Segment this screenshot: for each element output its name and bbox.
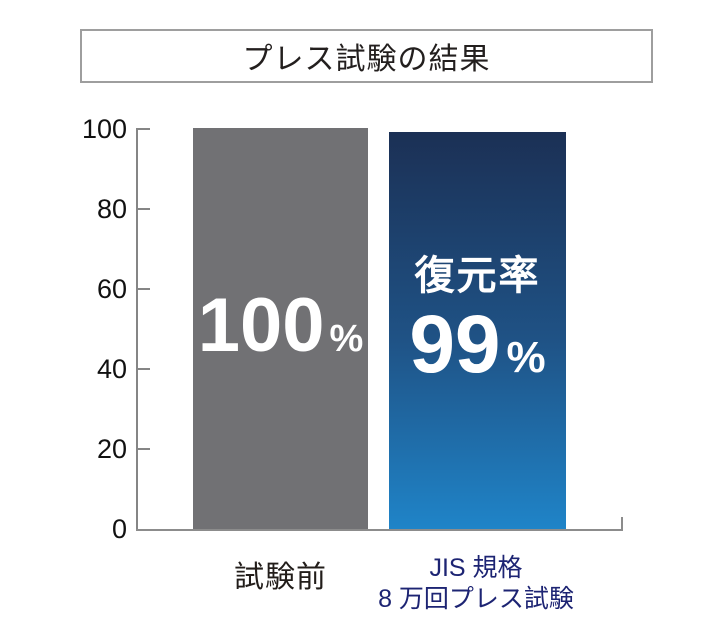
y-tick-label-0: 0 xyxy=(111,514,127,544)
y-tick-label-60: 60 xyxy=(96,274,127,304)
y-tick-label-80: 80 xyxy=(96,194,127,224)
bar-before-test xyxy=(193,128,368,529)
bar-before-value-number: 100 xyxy=(197,283,325,368)
bar-after-value: 99% xyxy=(389,304,566,399)
y-tick-label-100: 100 xyxy=(81,114,127,144)
x-axis-line xyxy=(136,529,623,531)
bar-after-press-test xyxy=(389,132,566,529)
y-tick-label-40: 40 xyxy=(96,354,127,384)
y-tick-label-20: 20 xyxy=(96,434,127,464)
bar-before-value: 100% xyxy=(193,288,368,377)
bar-after-value-number: 99 xyxy=(409,299,501,390)
category-label-after-line1: JIS 規格 xyxy=(429,554,523,582)
y-axis-tick-80 xyxy=(136,208,150,210)
category-label-after-line2: 8 万回プレス試験 xyxy=(378,585,574,613)
bar-after-caption: 復元率 xyxy=(414,254,541,298)
category-label-before: 試験前 xyxy=(234,561,327,594)
x-axis-end-tick xyxy=(621,517,623,530)
bar-before-value-unit: % xyxy=(329,318,364,360)
chart-title: プレス試験の結果 xyxy=(242,43,491,76)
y-axis-tick-100 xyxy=(136,128,150,130)
category-label-after: JIS 規格 8 万回プレス試験 xyxy=(366,553,586,615)
bar-after-value-unit: % xyxy=(506,333,546,382)
y-axis-line xyxy=(136,128,138,530)
y-axis-tick-60 xyxy=(136,288,150,290)
chart-title-box: プレス試験の結果 xyxy=(80,29,653,83)
y-axis-tick-20 xyxy=(136,448,150,450)
y-axis-tick-40 xyxy=(136,368,150,370)
